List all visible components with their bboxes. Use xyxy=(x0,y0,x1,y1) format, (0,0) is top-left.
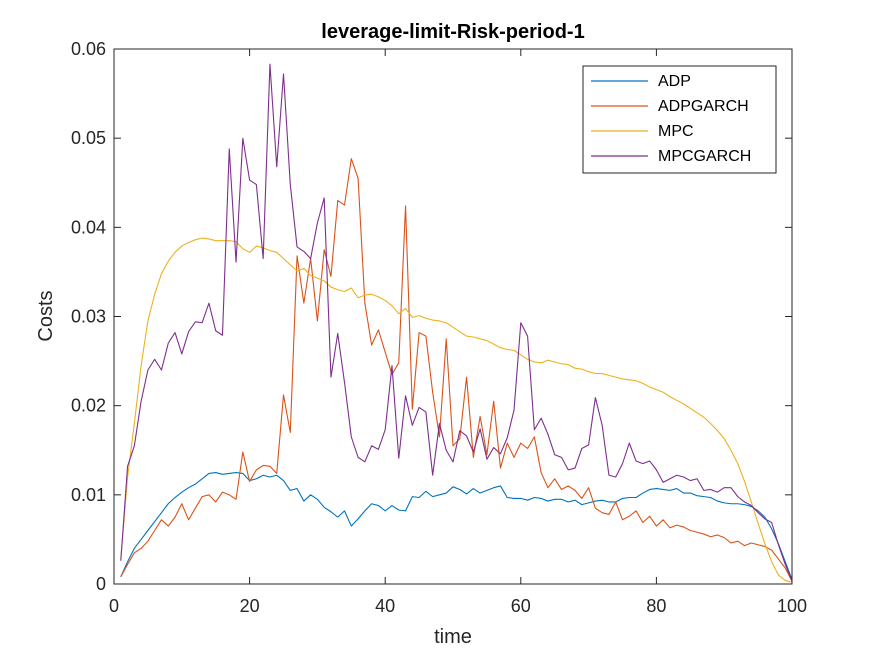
legend-item-adpgarch: ADPGARCH xyxy=(591,98,749,115)
y-axis-label: Costs xyxy=(35,290,57,341)
legend-item-mpcgarch: MPCGARCH xyxy=(591,148,751,165)
x-tick-label: 100 xyxy=(777,596,807,616)
legend-label-mpcgarch: MPCGARCH xyxy=(658,148,751,165)
series-line-adpgarch xyxy=(120,158,793,582)
series-line-mpc xyxy=(120,237,793,583)
legend-label-adpgarch: ADPGARCH xyxy=(658,98,749,115)
series-line-mpcgarch xyxy=(120,63,793,581)
x-tick-label: 0 xyxy=(109,596,119,616)
legend-item-mpc: MPC xyxy=(591,123,694,140)
x-tick-label: 20 xyxy=(240,596,260,616)
x-tick-label: 80 xyxy=(646,596,666,616)
y-tick-label: 0.01 xyxy=(71,485,106,505)
y-tick-label: 0.05 xyxy=(71,128,106,148)
x-tick-label: 60 xyxy=(511,596,531,616)
y-tick-label: 0 xyxy=(96,574,106,594)
y-tick-label: 0.06 xyxy=(71,39,106,59)
legend-box xyxy=(582,65,777,174)
axes-layer: 0 20 40 60 80 100 0 0.01 0.02 0.03 0.04 0.05 0.06 xyxy=(71,39,807,616)
legend-label-mpc: MPC xyxy=(658,123,694,140)
legend-item-adp: ADP xyxy=(591,73,691,90)
x-axis-label: time xyxy=(434,626,472,648)
legend: ADP ADPGARCH MPC MPCGARCH xyxy=(582,65,777,174)
y-tick-label: 0.02 xyxy=(71,396,106,416)
chart-title: leverage-limit-Risk-period-1 xyxy=(321,21,584,43)
x-tick-label: 40 xyxy=(375,596,395,616)
series-layer xyxy=(120,63,793,583)
legend-label-adp: ADP xyxy=(658,73,691,90)
series-line-adp xyxy=(120,471,793,580)
y-tick-label: 0.04 xyxy=(71,217,106,237)
y-tick-label: 0.03 xyxy=(71,307,106,327)
